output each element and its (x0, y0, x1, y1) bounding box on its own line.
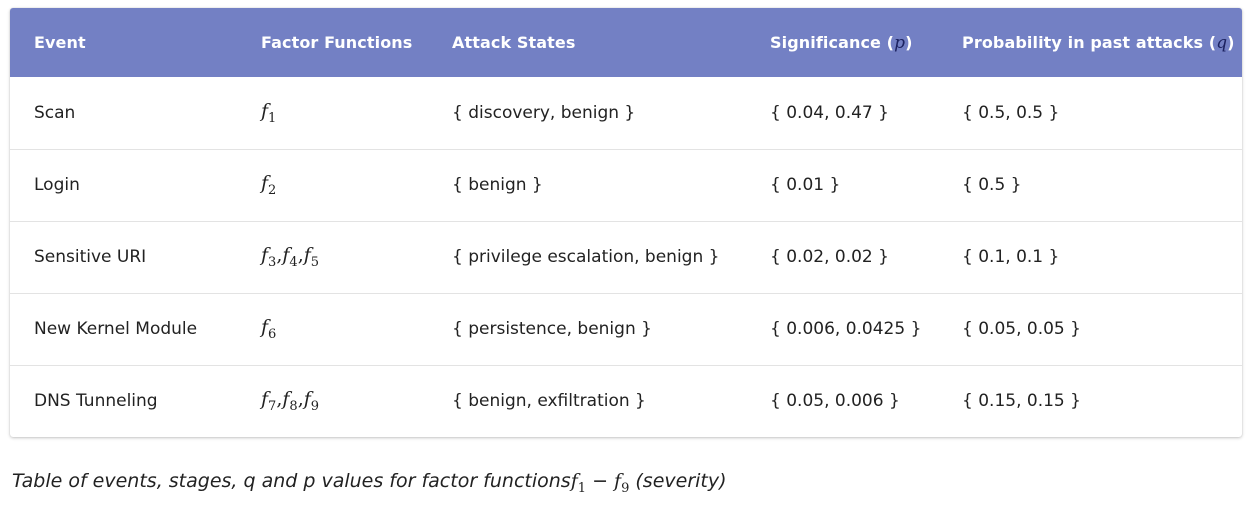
factor-function: f5 (303, 244, 319, 270)
cell-probability: { 0.1, 0.1 } (962, 247, 1060, 267)
caption-suffix: (severity) (629, 470, 727, 492)
factor-function: f9 (303, 388, 319, 414)
cell-event: DNS Tunneling (34, 391, 158, 412)
cell-attack-states: { benign, exfiltration } (452, 391, 646, 412)
table-row: Login f2 { benign } { 0.01 } { 0.5 } (10, 149, 1242, 221)
factor-function: f3 (261, 244, 276, 270)
factor-function: f6 (261, 316, 276, 342)
cell-probability: { 0.5 } (962, 175, 1022, 195)
caption-range-from: f1 (570, 470, 586, 496)
cell-probability: { 0.5, 0.5 } (962, 102, 1060, 123)
cell-probability: { 0.15, 0.15 } (962, 391, 1081, 412)
cell-attack-states: { privilege escalation, benign } (452, 247, 720, 267)
caption-range-to: f9 (614, 470, 629, 496)
factor-function-base: f (303, 388, 311, 411)
header-factor-functions: Factor Functions (261, 33, 413, 52)
cell-attack-states: { discovery, benign } (452, 102, 636, 123)
caption-text: Table of events, stages, q and p values … (12, 470, 571, 492)
table-caption: Table of events, stages, q and p values … (12, 470, 727, 496)
factor-function-sub: 3 (268, 254, 277, 270)
factor-function-base: f (261, 244, 269, 267)
header-significance: Significance (p) (746, 8, 938, 77)
header-significance-var: p (894, 32, 906, 53)
header-significance-close: ) (905, 32, 913, 52)
factor-function: f4 (282, 244, 297, 270)
table-row: DNS Tunneling f7,f8,f9 { benign, exfiltr… (10, 365, 1242, 437)
table-header-row: Event Factor Functions Attack States Sig… (10, 8, 1242, 77)
cell-significance: { 0.006, 0.0425 } (770, 319, 922, 339)
cell-event: Scan (34, 102, 76, 123)
cell-event: Sensitive URI (34, 247, 147, 267)
factor-function-base: f (282, 388, 290, 411)
factor-function: f8 (282, 388, 297, 414)
cell-factor-functions: f1 (237, 77, 428, 149)
factor-function-base: f (303, 244, 311, 267)
cell-event: New Kernel Module (34, 319, 198, 339)
cell-attack-states: { benign } (452, 175, 543, 195)
header-probability: Probability in past attacks (q) (938, 8, 1242, 77)
cell-significance: { 0.04, 0.47 } (770, 102, 889, 123)
header-significance-label: Significance ( (770, 32, 895, 52)
cell-significance: { 0.01 } (770, 175, 841, 195)
table-row: Scan f1 { discovery, benign } { 0.04, 0.… (10, 77, 1242, 149)
factor-function-base: f (282, 244, 290, 267)
cell-significance: { 0.02, 0.02 } (770, 247, 889, 267)
cell-attack-states: { persistence, benign } (452, 319, 652, 339)
factor-function-sub: 9 (310, 399, 320, 415)
header-event: Event (34, 33, 86, 52)
factor-separator: , (276, 244, 283, 267)
events-table-card: Event Factor Functions Attack States Sig… (10, 8, 1242, 437)
header-attack-states: Attack States (452, 33, 576, 52)
factor-function-sub: 4 (289, 254, 298, 270)
caption-range-from-base: f (570, 470, 578, 492)
cell-factor-functions: f2 (237, 149, 428, 221)
factor-function-base: f (261, 316, 269, 339)
caption-minus: − (586, 470, 615, 492)
cell-significance: { 0.05, 0.006 } (770, 391, 900, 412)
cell-factor-functions: f6 (237, 293, 428, 365)
factor-function-sub: 6 (268, 326, 277, 342)
factor-function-base: f (261, 99, 269, 122)
header-probability-label: Probability in past attacks ( (962, 32, 1217, 52)
factor-function: f1 (261, 99, 276, 126)
factor-function-sub: 5 (310, 254, 320, 270)
caption-range-to-sub: 9 (621, 480, 630, 496)
factor-function-sub: 7 (268, 399, 277, 415)
header-probability-close: ) (1227, 32, 1235, 52)
factor-function-base: f (261, 172, 269, 195)
events-table: Event Factor Functions Attack States Sig… (10, 8, 1242, 437)
cell-probability: { 0.05, 0.05 } (962, 319, 1081, 339)
factor-function: f7 (261, 388, 276, 414)
cell-factor-functions: f3,f4,f5 (237, 221, 428, 293)
cell-event: Login (34, 175, 80, 195)
factor-function-sub: 1 (268, 110, 277, 126)
table-row: New Kernel Module f6 { persistence, beni… (10, 293, 1242, 365)
table-body: Scan f1 { discovery, benign } { 0.04, 0.… (10, 77, 1242, 437)
table-row: Sensitive URI f3,f4,f5 { privilege escal… (10, 221, 1242, 293)
cell-factor-functions: f7,f8,f9 (237, 365, 428, 437)
factor-function-base: f (261, 388, 269, 411)
factor-function-sub: 2 (268, 182, 277, 198)
factor-separator: , (297, 388, 304, 411)
factor-function: f2 (261, 172, 276, 198)
caption-range-to-base: f (614, 470, 622, 492)
header-probability-var: q (1216, 32, 1228, 53)
factor-separator: , (276, 388, 283, 411)
factor-separator: , (297, 244, 304, 267)
caption-range-from-sub: 1 (577, 480, 587, 496)
factor-function-sub: 8 (289, 399, 298, 415)
